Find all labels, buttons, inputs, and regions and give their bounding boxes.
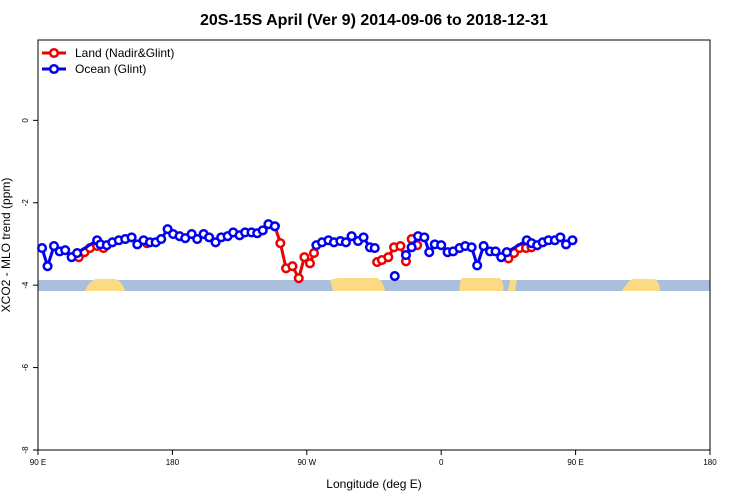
point xyxy=(257,225,268,236)
point xyxy=(406,242,417,253)
point xyxy=(567,235,578,246)
y-tick-label: -8 xyxy=(21,446,30,454)
legend-marker xyxy=(48,47,60,59)
point xyxy=(419,232,430,243)
point xyxy=(156,233,167,245)
point xyxy=(204,232,215,243)
point xyxy=(340,237,351,248)
point xyxy=(395,240,406,252)
point xyxy=(472,260,483,271)
legend-label: Ocean (Glint) xyxy=(75,62,146,76)
point xyxy=(287,261,298,272)
land-ocean-strip xyxy=(38,278,710,291)
x-tick-label: 180 xyxy=(703,458,717,467)
legend-marker xyxy=(48,63,60,75)
point xyxy=(369,243,380,254)
point xyxy=(490,246,501,257)
point xyxy=(424,247,435,258)
y-tick-label: 0 xyxy=(21,118,30,123)
x-tick-label: 90 E xyxy=(30,458,46,467)
legend-label: Land (Nadir&Glint) xyxy=(75,46,174,60)
x-axis-label: Longitude (deg E) xyxy=(326,477,421,491)
point xyxy=(293,273,304,284)
point xyxy=(60,245,71,256)
point xyxy=(126,232,137,243)
point xyxy=(346,231,357,242)
point xyxy=(389,271,400,282)
land-strip xyxy=(459,278,504,291)
point xyxy=(299,252,310,263)
point xyxy=(358,232,369,243)
y-tick-label: -6 xyxy=(21,363,30,371)
point xyxy=(42,261,53,272)
point xyxy=(501,247,512,258)
point xyxy=(308,247,320,259)
land-strip xyxy=(622,279,660,291)
point xyxy=(304,258,315,269)
point xyxy=(48,240,60,252)
x-tick-label: 0 xyxy=(439,458,444,467)
land-strip xyxy=(508,280,517,291)
point xyxy=(36,243,48,254)
point xyxy=(436,240,447,251)
point xyxy=(192,233,203,245)
plot-frame xyxy=(37,39,711,451)
point xyxy=(466,242,477,253)
x-tick-label: 180 xyxy=(166,458,180,467)
chart-title: 20S-15S April (Ver 9) 2014-09-06 to 2018… xyxy=(200,12,548,29)
point xyxy=(72,247,83,259)
land-strip xyxy=(330,278,385,291)
point xyxy=(383,252,394,263)
y-axis-label: XCO2 - MLO trend (ppm) xyxy=(0,178,13,313)
point xyxy=(400,250,412,261)
land-strip xyxy=(85,279,125,291)
point xyxy=(555,232,566,243)
point xyxy=(275,238,286,249)
point xyxy=(478,240,489,252)
x-tick-label: 90 W xyxy=(297,458,316,467)
point xyxy=(269,221,280,232)
y-tick-label: -2 xyxy=(21,199,30,207)
y-tick-label: -4 xyxy=(21,281,30,289)
x-tick-label: 90 E xyxy=(567,458,583,467)
